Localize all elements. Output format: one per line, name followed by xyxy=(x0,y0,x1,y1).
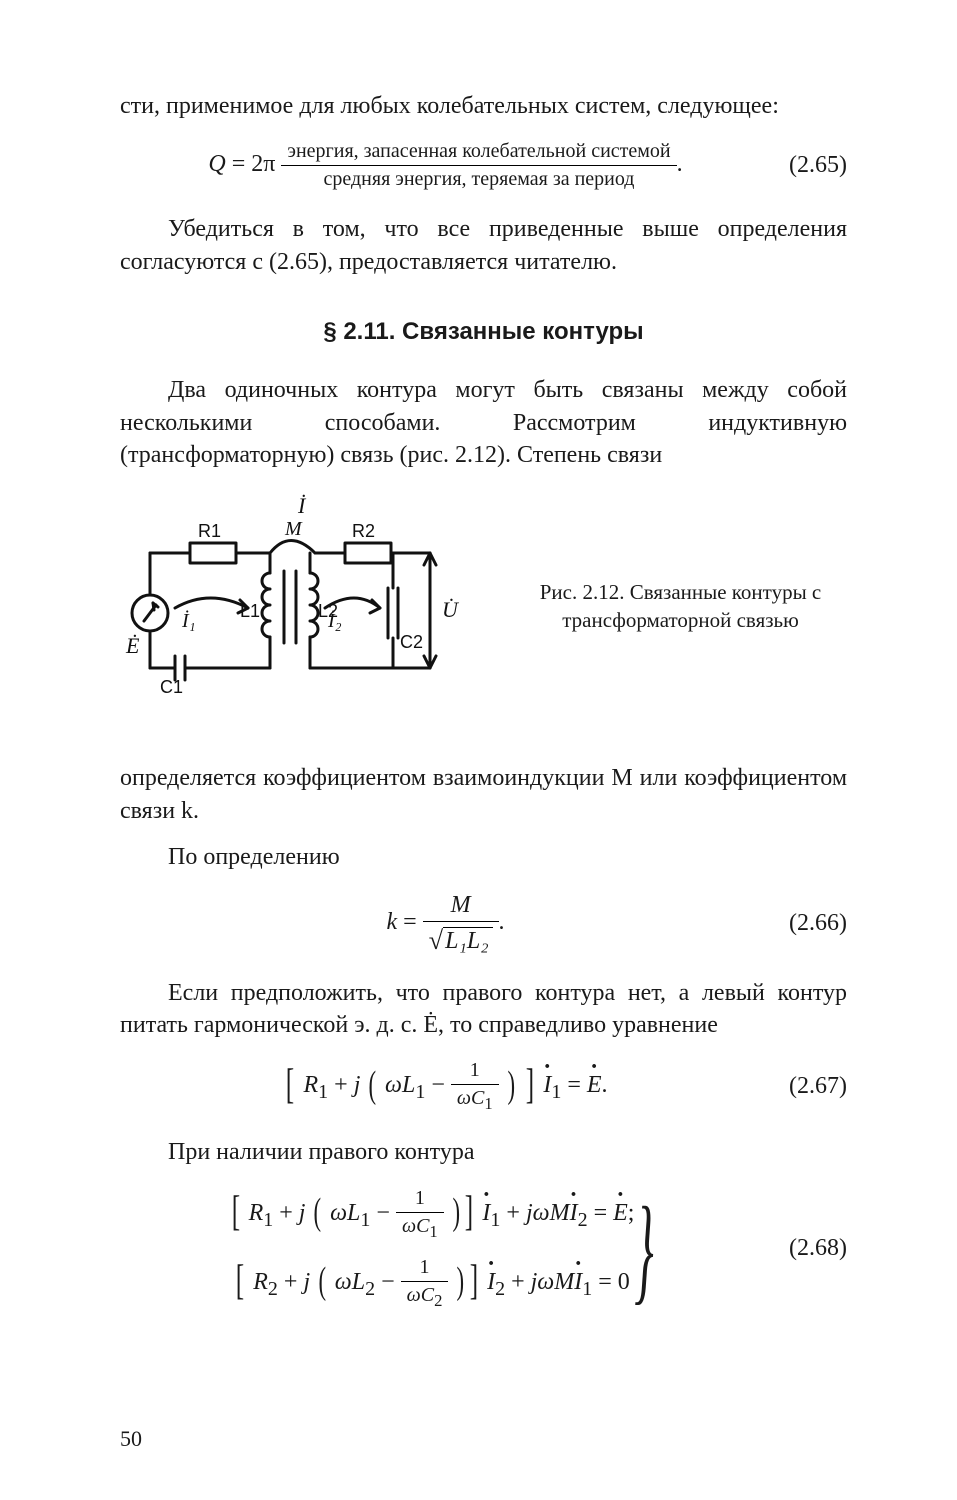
eq266-number: (2.66) xyxy=(789,910,847,937)
eq268-line2: [ R2 + j ( ωL2 − 1ωC2 )] I2 + jωMI1 = 0 xyxy=(229,1256,635,1311)
eq265-numerator: энергия, запасенная колебательной систем… xyxy=(281,140,676,166)
svg-text:U̇: U̇ xyxy=(442,597,460,622)
figure-2-12: İ Ė R1 M xyxy=(120,493,847,718)
eq265-suffix: . xyxy=(677,151,683,177)
svg-text:İ₂: İ₂ xyxy=(327,609,342,632)
eq265-number: (2.65) xyxy=(789,152,847,179)
figure-caption: Рис. 2.12. Связанные контуры с трансформ… xyxy=(514,578,847,635)
svg-text:İ₁: İ₁ xyxy=(181,609,196,632)
svg-text:C1: C1 xyxy=(160,677,183,697)
right-brace: } xyxy=(635,1195,654,1303)
svg-text:R2: R2 xyxy=(352,521,375,541)
equation-2-68: [ R1 + j ( ωL1 − 1ωC1 )] I1 + jωMI2 = E;… xyxy=(120,1187,847,1311)
para-211a: Два одиночных контура могут быть связаны… xyxy=(120,374,847,471)
eq268-line1: [ R1 + j ( ωL1 − 1ωC1 )] I1 + jωMI2 = E; xyxy=(229,1187,635,1242)
eq267-number: (2.67) xyxy=(789,1073,847,1100)
para-211d: Если предположить, что правого контура н… xyxy=(120,977,847,1042)
svg-text:Ė: Ė xyxy=(125,633,140,658)
after-265-paragraph: Убедиться в том, что все приведенные выш… xyxy=(120,213,847,278)
page-number: 50 xyxy=(120,1426,142,1452)
svg-text:İ: İ xyxy=(297,493,307,518)
svg-text:C2: C2 xyxy=(400,632,423,652)
equation-2-65: Q = 2π энергия, запасенная колебательной… xyxy=(120,140,847,191)
section-heading: § 2.11. Связанные контуры xyxy=(120,318,847,346)
eq266-suffix: . xyxy=(499,909,505,935)
circuit-diagram: İ Ė R1 M xyxy=(120,493,480,718)
eq266-num: M xyxy=(451,892,471,918)
para-211c: По определению xyxy=(120,841,847,873)
eq265-denominator: средняя энергия, теряемая за период xyxy=(281,166,676,191)
svg-text:R1: R1 xyxy=(198,521,221,541)
para-211b: определяется коэффициентом взаимоиндукци… xyxy=(120,762,847,827)
para-211e: При наличии правого контура xyxy=(120,1136,847,1168)
equation-2-66: k = M L₁L₂ . (2.66) xyxy=(120,892,847,955)
eq268-number: (2.68) xyxy=(789,1235,847,1262)
intro-paragraph: сти, применимое для любых колебательных … xyxy=(120,90,847,122)
equation-2-67: [ R1 + j ( ωL1 − 1ωC1 ) ] I1 = E. (2.67) xyxy=(120,1059,847,1114)
eq266-den: L₁L₂ xyxy=(443,927,492,954)
svg-text:M: M xyxy=(284,518,303,540)
